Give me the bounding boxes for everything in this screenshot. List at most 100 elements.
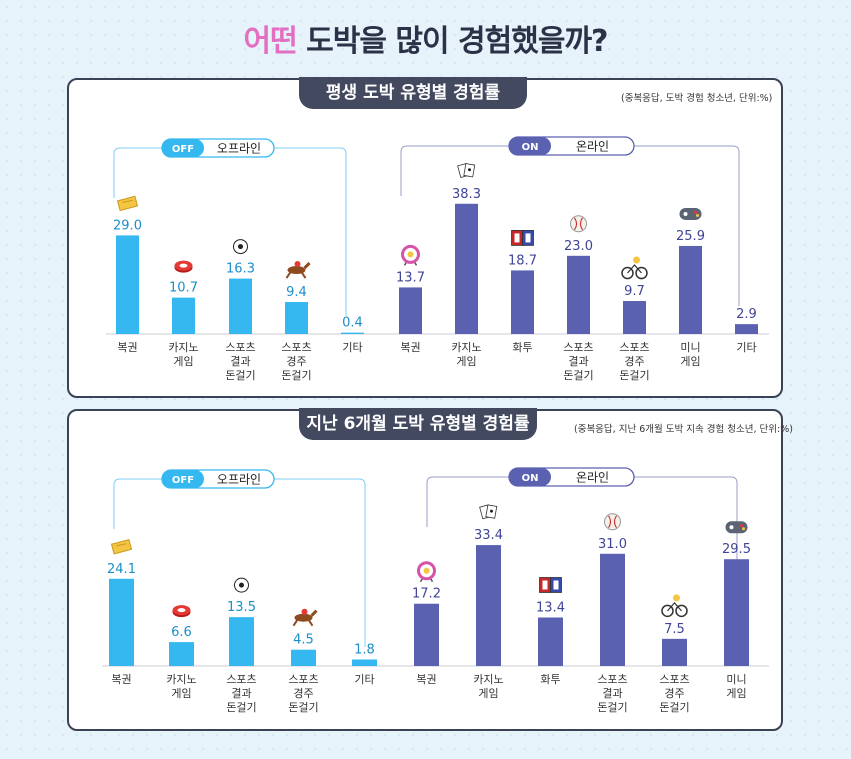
category-label: 미니 게임 <box>726 673 746 700</box>
category-label: 복권 <box>416 673 436 686</box>
group-badge-tag <box>509 137 551 155</box>
bar <box>679 245 702 334</box>
category-label: 스포츠 경주 돈걸기 <box>281 341 311 382</box>
category-label: 스포츠 경주 돈걸기 <box>619 341 649 382</box>
bar <box>600 553 625 666</box>
lottery-ticket-icon <box>116 195 139 212</box>
group-badge-tag <box>162 139 204 157</box>
bar <box>352 659 377 666</box>
category-label: 미니 게임 <box>680 341 700 368</box>
cycling-icon <box>621 256 648 280</box>
lifetime-chart: OFF 오프라인 29.0 복권 10.7 카지노 게임 16.3 스포츠 결과 돈걸기 9.4 스포츠… <box>106 136 769 382</box>
baseball-icon <box>570 215 587 233</box>
lottery-ticket-icon <box>110 538 133 555</box>
hwatu-cards-icon <box>511 230 534 246</box>
value-label: 25.9 <box>676 229 705 244</box>
value-label: 0.4 <box>342 316 363 331</box>
category-label: 화투 <box>512 341 532 354</box>
soccer-ball-icon <box>233 239 248 255</box>
group-bracket <box>426 476 738 637</box>
bar <box>399 287 422 334</box>
group-badge-text: ON <box>522 142 539 153</box>
group-badge-tag <box>162 470 204 488</box>
cycling-icon <box>661 594 688 618</box>
game-controller-icon <box>725 521 748 534</box>
bar <box>291 649 316 666</box>
value-label: 9.4 <box>286 285 307 300</box>
category-label: 카지노 게임 <box>166 673 196 700</box>
bar <box>623 301 646 334</box>
group-badge-tag <box>509 468 551 486</box>
bar <box>538 617 563 666</box>
panel-title: 평생 도박 유형별 경험률 <box>299 77 527 109</box>
soccer-ball-icon <box>234 577 249 593</box>
bar <box>511 270 534 334</box>
bar <box>169 642 194 666</box>
value-label: 16.3 <box>226 262 255 277</box>
casino-chip-icon <box>174 260 193 273</box>
value-label: 4.5 <box>293 633 314 648</box>
bar <box>109 578 134 666</box>
category-label: 화투 <box>540 673 560 686</box>
value-label: 10.7 <box>169 281 198 296</box>
category-label: 스포츠 결과 돈걸기 <box>225 341 255 382</box>
group-label: 오프라인 <box>217 473 261 487</box>
value-label: 9.7 <box>624 284 645 299</box>
value-label: 24.1 <box>107 562 136 577</box>
bar <box>285 302 308 334</box>
horse-racing-icon <box>285 261 311 279</box>
playing-cards-icon <box>457 163 476 178</box>
title-highlight: 어떤 <box>243 24 298 59</box>
group-badge-text: ON <box>522 473 539 484</box>
value-label: 7.5 <box>664 622 685 637</box>
group-badge-text: OFF <box>172 475 194 486</box>
category-label: 복권 <box>400 341 420 354</box>
six-month-chart: OFF 오프라인 24.1 복권 6.6 카지노 게임 13.5 스포츠 결과 돈걸기 4.5 스포츠 경… <box>102 467 769 714</box>
bar <box>414 603 439 666</box>
group-badge-text: OFF <box>172 144 194 155</box>
bar <box>735 324 758 334</box>
six-month-panel: 지난 6개월 도박 유형별 경험률 (중복응답, 지난 6개월 도박 지속 경험… <box>67 408 793 731</box>
category-label: 기타 <box>736 341 756 354</box>
group-label: 오프라인 <box>217 142 261 156</box>
category-label: 복권 <box>111 673 131 686</box>
value-label: 6.6 <box>171 625 192 640</box>
category-label: 스포츠 결과 돈걸기 <box>226 673 256 714</box>
bar <box>116 235 139 334</box>
baseball-icon <box>604 513 621 531</box>
bar <box>172 297 195 334</box>
casino-chip-icon <box>172 605 191 618</box>
hwatu-cards-icon <box>539 577 562 593</box>
title-rest: 도박을 많이 경험했을까? <box>296 24 608 59</box>
playing-cards-icon <box>479 504 498 520</box>
panel-note: (중복응답, 지난 6개월 도박 지속 경험 청소년, 단위:%) <box>574 424 793 435</box>
value-label: 18.7 <box>508 253 537 268</box>
group-label: 온라인 <box>576 140 609 154</box>
lifetime-panel: 평생 도박 유형별 경험률 (중복응답, 도박 경험 청소년, 단위:%) OF… <box>67 77 783 398</box>
lottery-wheel-icon <box>401 244 420 266</box>
category-label: 스포츠 경주 돈걸기 <box>288 673 318 714</box>
value-label: 13.4 <box>536 600 565 615</box>
value-label: 23.0 <box>564 239 593 254</box>
bar <box>662 638 687 666</box>
value-label: 29.0 <box>113 218 142 233</box>
bar <box>341 332 364 334</box>
value-label: 2.9 <box>736 307 757 322</box>
category-label: 복권 <box>117 341 137 354</box>
horse-racing-icon <box>292 608 318 627</box>
category-label: 스포츠 결과 돈걸기 <box>597 673 627 714</box>
value-label: 33.4 <box>474 528 503 543</box>
category-label: 카지노 게임 <box>473 673 503 700</box>
category-label: 카지노 게임 <box>168 341 198 368</box>
bar <box>567 255 590 334</box>
value-label: 13.5 <box>227 600 256 615</box>
bar <box>476 545 501 666</box>
bar <box>229 617 254 666</box>
category-label: 기타 <box>354 673 374 686</box>
bar <box>724 559 749 666</box>
value-label: 13.7 <box>396 270 425 285</box>
main-title: 어떤 도박을 많이 경험했을까? <box>0 16 851 60</box>
value-label: 31.0 <box>598 537 627 552</box>
game-controller-icon <box>679 207 702 220</box>
category-label: 카지노 게임 <box>451 341 481 368</box>
